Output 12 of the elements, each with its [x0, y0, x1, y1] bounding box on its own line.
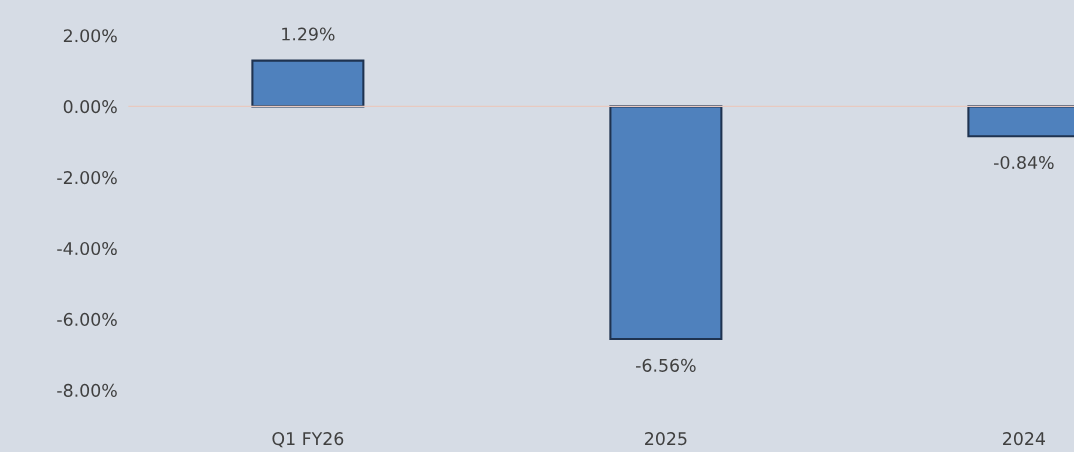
x-tick-label: Q1 FY26 — [272, 432, 344, 448]
data-label: 1.29% — [282, 27, 335, 41]
y-tick-label: -6.00% — [57, 312, 117, 326]
y-tick-label: -4.00% — [57, 241, 117, 256]
x-tick-label: 2025 — [645, 432, 687, 446]
x-tick-label: 2024 — [1003, 432, 1045, 446]
y-tick-label: -2.00% — [57, 171, 117, 185]
data-label: -6.56% — [636, 358, 696, 372]
y-tick-label: 0.00% — [63, 100, 117, 114]
y-tick-label: -8.00% — [57, 383, 117, 397]
y-tick-label: 2.00% — [63, 29, 117, 43]
data-label: -0.84% — [994, 155, 1054, 170]
